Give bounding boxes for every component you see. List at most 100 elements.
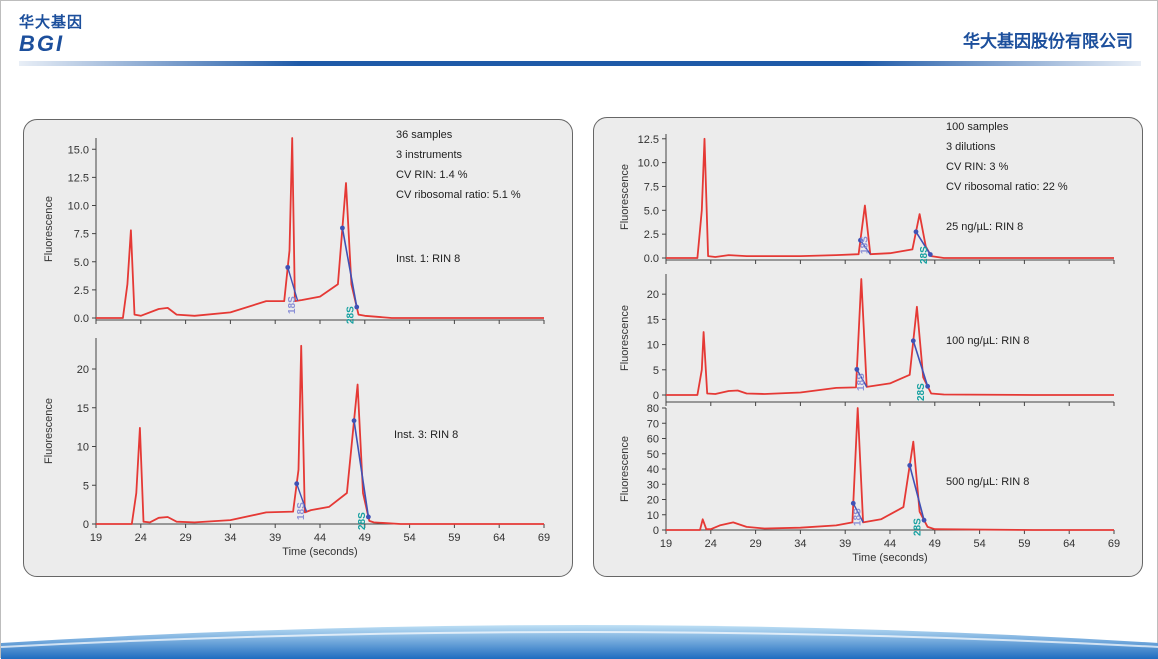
y-tick-label: 10 xyxy=(77,442,89,454)
chart-annotation: 3 dilutions xyxy=(946,141,996,153)
chart-left-top: 0.0 2.5 5.0 7.5 10.0 12.5 15.0 Fluorescence 18S 2… xyxy=(43,129,545,325)
peak-label-28s: 28S xyxy=(345,306,356,324)
y-tick-label: 20 xyxy=(647,289,659,301)
y-tick-label: 10.0 xyxy=(68,201,89,213)
x-tick-label: 44 xyxy=(314,532,326,544)
x-tick-label: 34 xyxy=(794,538,806,550)
footer-wave xyxy=(1,625,1158,659)
y-tick-label: 7.5 xyxy=(74,229,89,241)
peak-marker-dot xyxy=(354,304,360,310)
chart-note: 500 ng/µL: RIN 8 xyxy=(946,476,1029,488)
peak-marker-dot xyxy=(921,517,927,523)
chart-right-3: 0 10 20 30 40 50 60 70 80 19 24 29 34 39 44 49 54 59 64 69 T… xyxy=(619,403,1120,564)
y-axis-label: Fluorescence xyxy=(619,164,631,230)
y-tick-label: 12.5 xyxy=(68,172,89,184)
chart-annotation: CV ribosomal ratio: 5.1 % xyxy=(396,189,521,201)
chart-left-bottom: 0 5 10 15 20 19 24 29 34 39 44 49 54 59 64 69 Time (seco… xyxy=(43,338,550,558)
y-axis-label: Fluorescence xyxy=(43,398,55,464)
fluorescence-trace xyxy=(96,137,544,319)
peak-marker-dot xyxy=(910,338,916,344)
left-chart-svg: 0.0 2.5 5.0 7.5 10.0 12.5 15.0 Fluorescence 18S 2… xyxy=(43,129,550,558)
y-tick-label: 5.0 xyxy=(644,205,659,217)
y-tick-label: 20 xyxy=(647,495,659,507)
peak-marker-dot xyxy=(351,418,357,424)
peak-28s-baseline xyxy=(912,340,929,387)
x-tick-label: 64 xyxy=(1063,538,1075,550)
logo-english-text: BGI xyxy=(19,31,65,56)
y-tick-label: 20 xyxy=(77,364,89,376)
chart-annotation: CV RIN: 3 % xyxy=(946,161,1009,173)
peak-marker-dot xyxy=(927,252,933,257)
y-tick-label: 5 xyxy=(83,480,89,492)
x-tick-label: 59 xyxy=(1018,538,1030,550)
fluorescence-trace xyxy=(666,137,1114,259)
x-tick-label: 59 xyxy=(448,532,460,544)
peak-18s-baseline xyxy=(856,369,868,388)
y-tick-label: 5 xyxy=(653,365,659,377)
y-tick-label: 0 xyxy=(653,390,659,402)
chart-note: Inst. 3: RIN 8 xyxy=(394,429,458,441)
peak-28s-baseline xyxy=(353,420,370,518)
peak-label-18s: 18S xyxy=(287,296,298,314)
peak-marker-dot xyxy=(340,225,345,231)
y-tick-label: 2.5 xyxy=(74,285,89,297)
fluorescence-trace xyxy=(666,278,1114,396)
y-tick-label: 5.0 xyxy=(74,257,89,269)
fluorescence-trace xyxy=(96,344,544,525)
chart-right-1: 0.0 2.5 5.0 7.5 10.0 12.5 Fluorescence 18S 28S 10… xyxy=(619,121,1115,265)
y-axis-label: Fluorescence xyxy=(619,305,631,371)
peak-label-28s: 28S xyxy=(357,512,368,530)
y-tick-label: 10.0 xyxy=(638,158,659,170)
peak-marker-dot xyxy=(858,237,863,243)
peak-marker-dot xyxy=(913,229,919,235)
peak-label-18s: 18S xyxy=(860,236,871,254)
y-tick-label: 15 xyxy=(647,314,659,326)
x-tick-label: 24 xyxy=(705,538,717,550)
y-tick-label: 70 xyxy=(647,418,659,430)
y-tick-label: 80 xyxy=(647,403,659,415)
x-axis-label: Time (seconds) xyxy=(852,552,927,564)
fluorescence-trace xyxy=(666,407,1114,531)
x-tick-label: 19 xyxy=(660,538,672,550)
peak-marker-dot xyxy=(854,366,860,372)
y-tick-label: 2.5 xyxy=(644,229,659,241)
peak-label-28s: 28S xyxy=(913,518,924,536)
y-tick-label: 30 xyxy=(647,479,659,491)
peak-28s-baseline xyxy=(908,465,925,521)
x-tick-label: 34 xyxy=(224,532,236,544)
peak-marker-dot xyxy=(294,481,300,487)
peak-marker-dot xyxy=(285,264,291,270)
peak-28s-baseline xyxy=(341,227,358,308)
chart-right-2: 0 5 10 15 20 Fluorescence 18S 28S 100 ng/µL: RIN… xyxy=(619,274,1115,406)
y-axis-label: Fluorescence xyxy=(43,196,55,262)
chart-annotation: 3 instruments xyxy=(396,149,463,161)
peak-18s-baseline xyxy=(852,502,864,523)
y-tick-label: 40 xyxy=(647,464,659,476)
company-name: 华大基因股份有限公司 xyxy=(963,32,1133,51)
x-tick-label: 49 xyxy=(929,538,941,550)
x-tick-label: 64 xyxy=(493,532,505,544)
y-tick-label: 0 xyxy=(83,519,89,531)
peak-label-18s: 18S xyxy=(296,502,307,520)
right-chart-panel: 0.0 2.5 5.0 7.5 10.0 12.5 Fluorescence 18S 28S 10… xyxy=(593,117,1143,577)
right-chart-svg: 0.0 2.5 5.0 7.5 10.0 12.5 Fluorescence 18S 28S 10… xyxy=(619,121,1120,564)
chart-note: 100 ng/µL: RIN 8 xyxy=(946,335,1029,347)
peak-label-18s: 18S xyxy=(852,508,863,526)
y-tick-label: 15.0 xyxy=(68,144,89,156)
y-tick-label: 50 xyxy=(647,449,659,461)
peak-18s-baseline xyxy=(296,483,308,512)
peak-18s-baseline xyxy=(287,267,299,301)
peak-label-28s: 28S xyxy=(919,246,930,264)
chart-annotation: 36 samples xyxy=(396,129,453,141)
peak-marker-dot xyxy=(925,383,931,389)
x-tick-label: 39 xyxy=(269,532,281,544)
y-tick-label: 0.0 xyxy=(74,313,89,325)
x-tick-label: 19 xyxy=(90,532,102,544)
peak-label-28s: 28S xyxy=(916,383,927,401)
x-tick-label: 29 xyxy=(749,538,761,550)
x-axis-label: Time (seconds) xyxy=(282,546,357,558)
x-tick-label: 69 xyxy=(1108,538,1120,550)
x-tick-label: 54 xyxy=(403,532,415,544)
y-tick-label: 0 xyxy=(653,525,659,537)
